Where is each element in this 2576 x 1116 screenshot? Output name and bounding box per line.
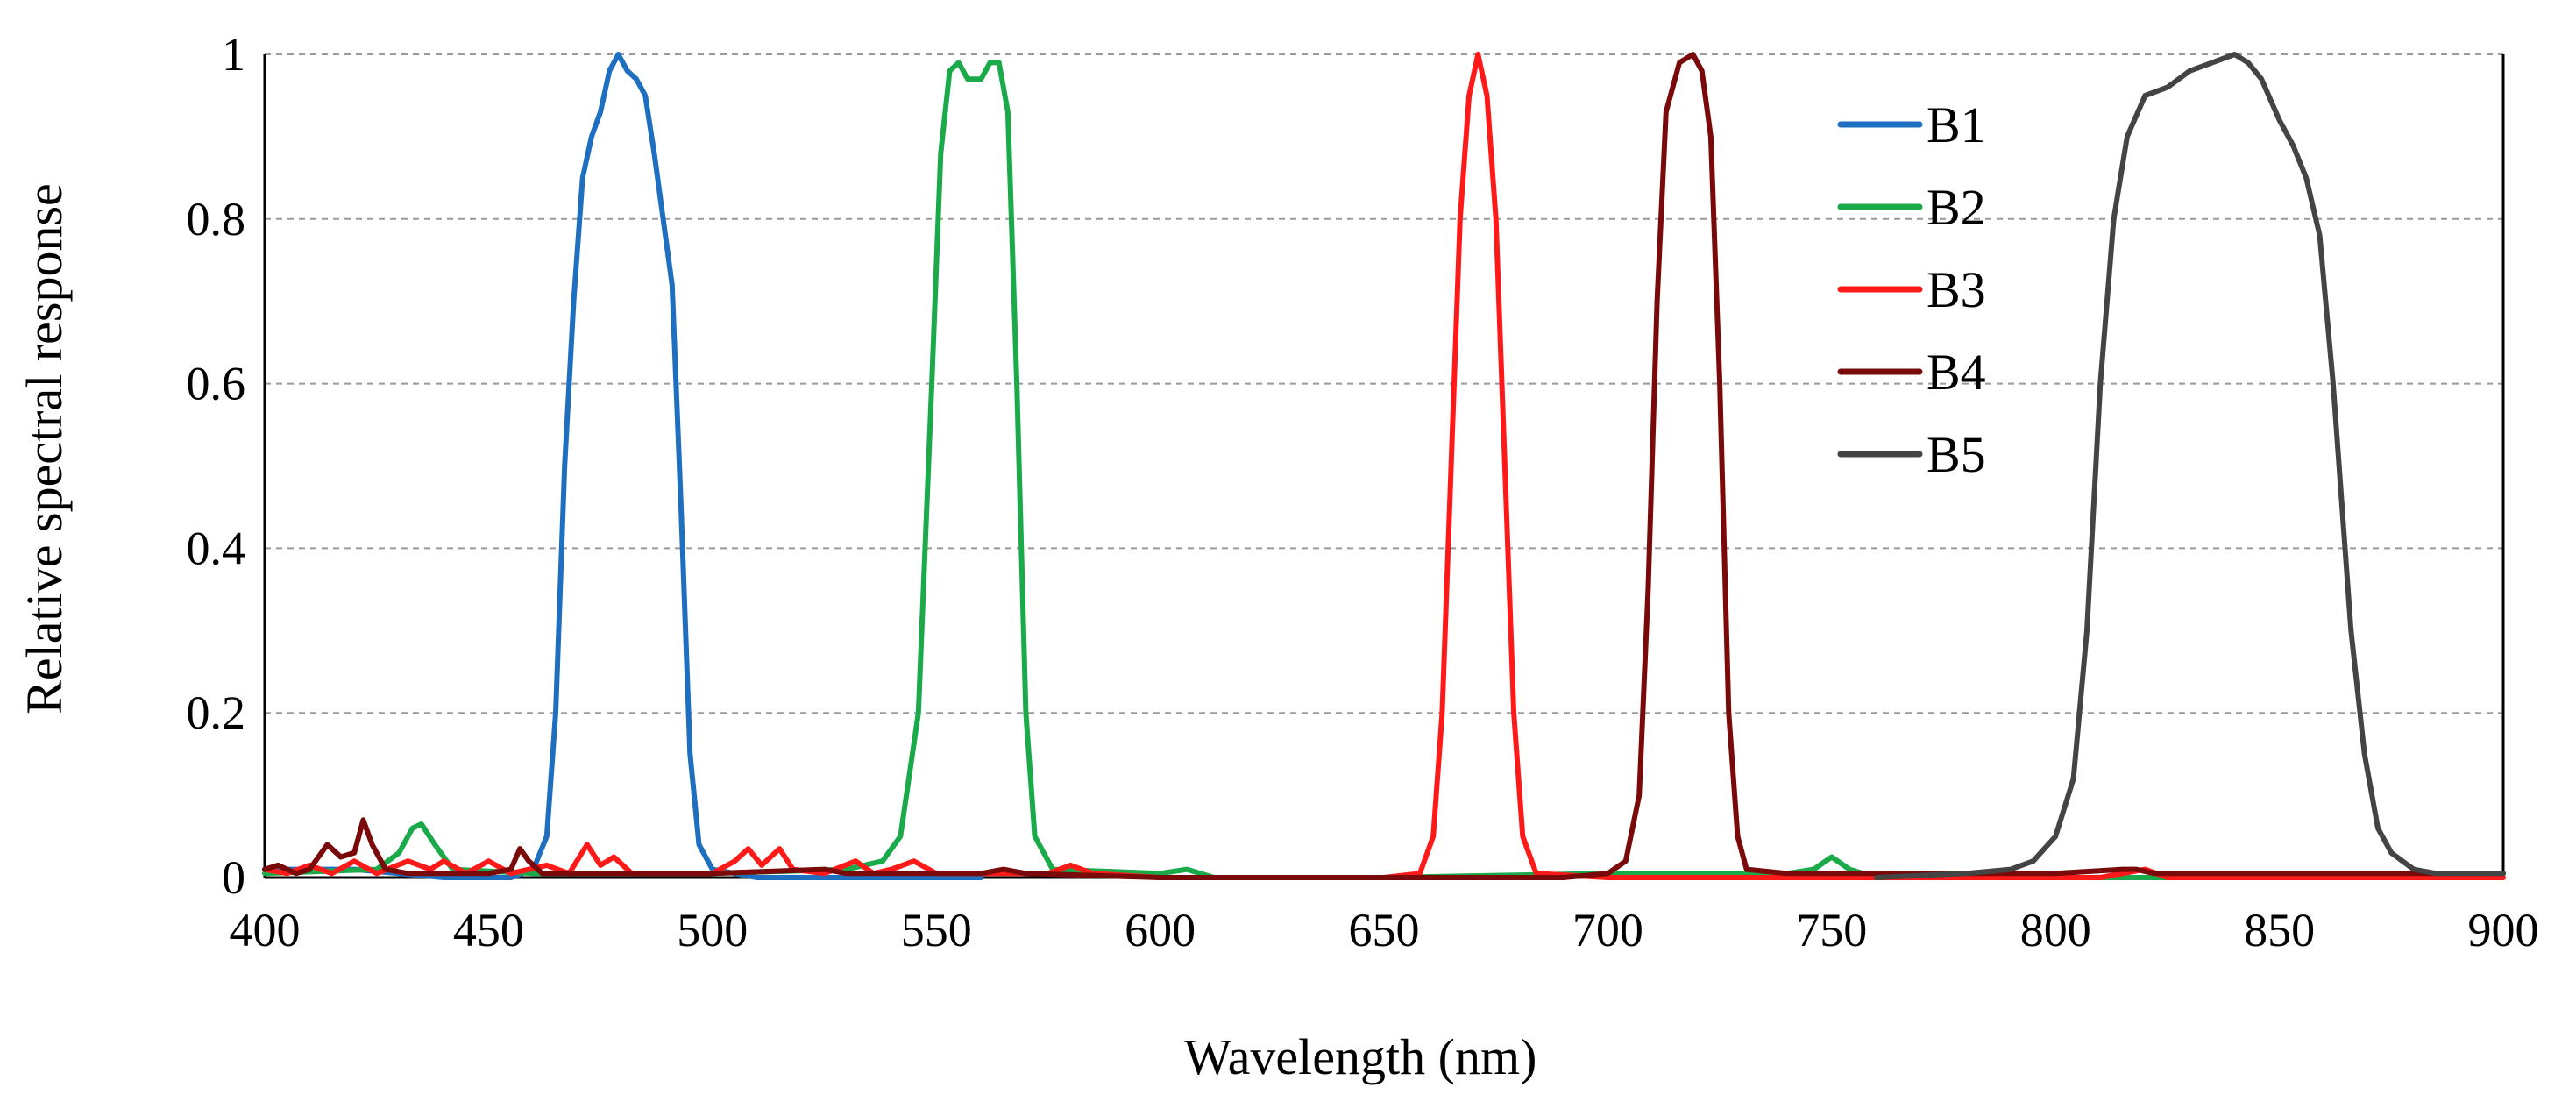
y-tick-label-4: 0.8 xyxy=(187,193,246,245)
x-tick-label-750: 750 xyxy=(1796,904,1867,956)
y-tick-label-3: 0.6 xyxy=(187,358,246,410)
x-tick-label-800: 800 xyxy=(2020,904,2091,956)
legend: B1 B2 B3 B4 B5 xyxy=(1837,96,1986,483)
series-lines xyxy=(262,52,2506,880)
x-tick-label-450: 450 xyxy=(453,904,524,956)
x-tick-label-650: 650 xyxy=(1349,904,1420,956)
series-line-b5 xyxy=(1873,52,2506,880)
x-tick-label-400: 400 xyxy=(230,904,301,956)
y-tick-labels: 0 0.2 0.4 0.6 0.8 1 xyxy=(187,28,246,904)
y-tick-label-5: 1 xyxy=(222,28,245,81)
y-axis-title: Relative spectral response xyxy=(16,183,73,714)
x-tick-labels: 400 450 500 550 600 650 700 750 800 850 900 xyxy=(230,904,2539,956)
x-tick-label-550: 550 xyxy=(901,904,972,956)
series-line-b2 xyxy=(262,60,2506,880)
legend-label-b3: B3 xyxy=(1927,261,1986,318)
legend-label-b4: B4 xyxy=(1927,344,1986,401)
y-tick-label-0: 0 xyxy=(222,851,245,904)
legend-label-b5: B5 xyxy=(1927,426,1986,483)
legend-label-b2: B2 xyxy=(1927,179,1986,236)
x-tick-label-700: 700 xyxy=(1572,904,1643,956)
x-tick-label-900: 900 xyxy=(2468,904,2539,956)
gridlines xyxy=(265,53,2503,714)
y-tick-label-2: 0.4 xyxy=(187,522,246,574)
series-line-b4 xyxy=(262,52,2506,880)
y-tick-label-1: 0.2 xyxy=(187,686,246,739)
x-tick-label-500: 500 xyxy=(677,904,748,956)
series-line-b3 xyxy=(262,52,2506,880)
legend-label-b1: B1 xyxy=(1927,96,1986,153)
x-tick-label-600: 600 xyxy=(1125,904,1196,956)
axes xyxy=(263,54,2505,879)
x-tick-label-850: 850 xyxy=(2244,904,2315,956)
series-line-b1 xyxy=(262,52,984,880)
x-axis-title: Wavelength (nm) xyxy=(1184,1028,1537,1085)
